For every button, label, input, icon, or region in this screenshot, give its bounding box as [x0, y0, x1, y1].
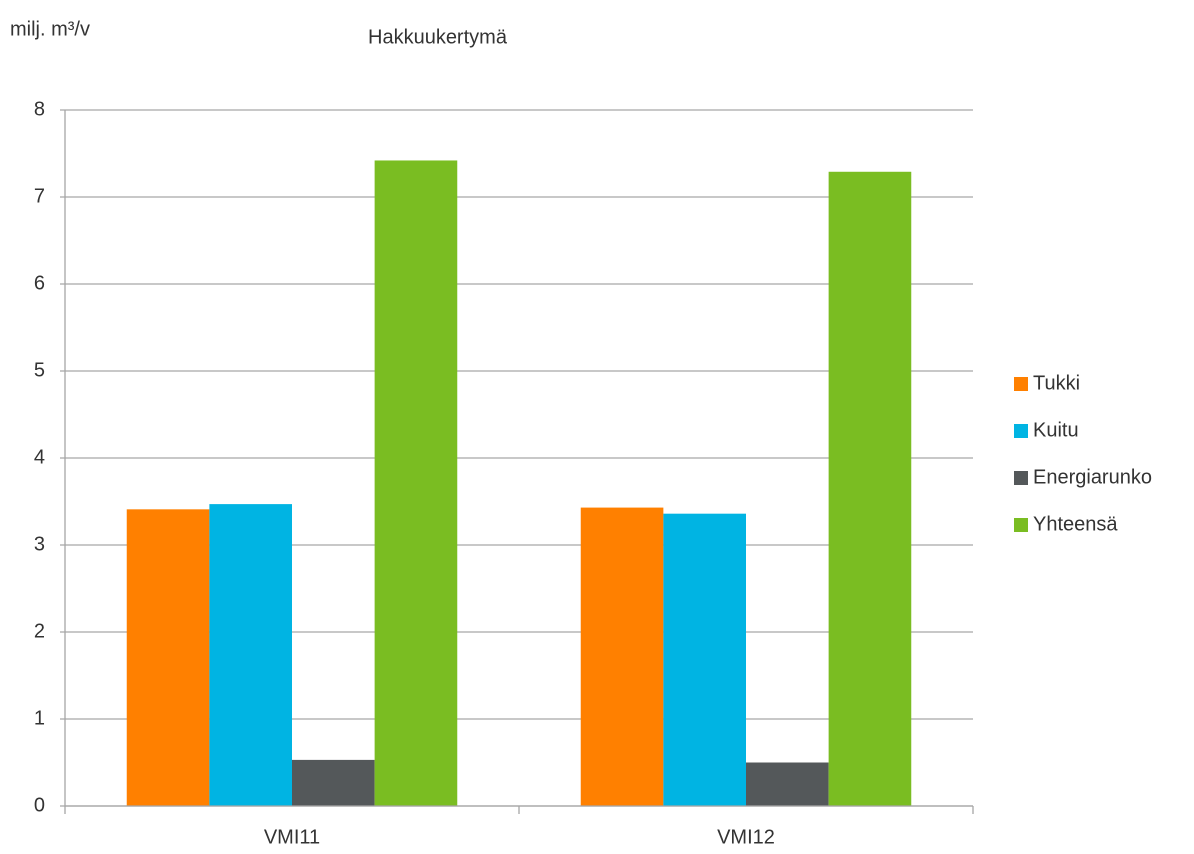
- x-tick-label: VMI12: [717, 826, 775, 848]
- bar: [580, 507, 664, 806]
- y-axis-label: milj. m³/v: [10, 18, 90, 40]
- legend-swatch: [1014, 518, 1028, 532]
- y-tick-label: 6: [34, 272, 45, 294]
- y-tick-label: 5: [34, 359, 45, 381]
- bar: [374, 160, 458, 806]
- y-tick-label: 0: [34, 794, 45, 816]
- x-tick-label: VMI11: [264, 826, 320, 848]
- legend-label: Energiarunko: [1033, 466, 1152, 488]
- legend-label: Yhteensä: [1033, 513, 1118, 535]
- legend-label: Tukki: [1033, 372, 1080, 394]
- bar: [126, 509, 210, 806]
- legend-swatch: [1014, 471, 1028, 485]
- y-tick-label: 8: [34, 98, 45, 120]
- bar: [828, 171, 912, 806]
- y-tick-label: 2: [34, 620, 45, 642]
- bar: [746, 762, 829, 806]
- chart-title: Hakkuukertymä: [368, 26, 508, 48]
- legend-swatch: [1014, 424, 1028, 438]
- legend-swatch: [1014, 377, 1028, 391]
- y-tick-label: 4: [34, 446, 45, 468]
- bar: [209, 504, 292, 806]
- bar: [663, 513, 746, 806]
- y-tick-label: 1: [34, 707, 45, 729]
- y-tick-label: 7: [34, 185, 45, 207]
- y-tick-label: 3: [34, 533, 45, 555]
- bar: [292, 759, 375, 806]
- legend-label: Kuitu: [1033, 419, 1079, 441]
